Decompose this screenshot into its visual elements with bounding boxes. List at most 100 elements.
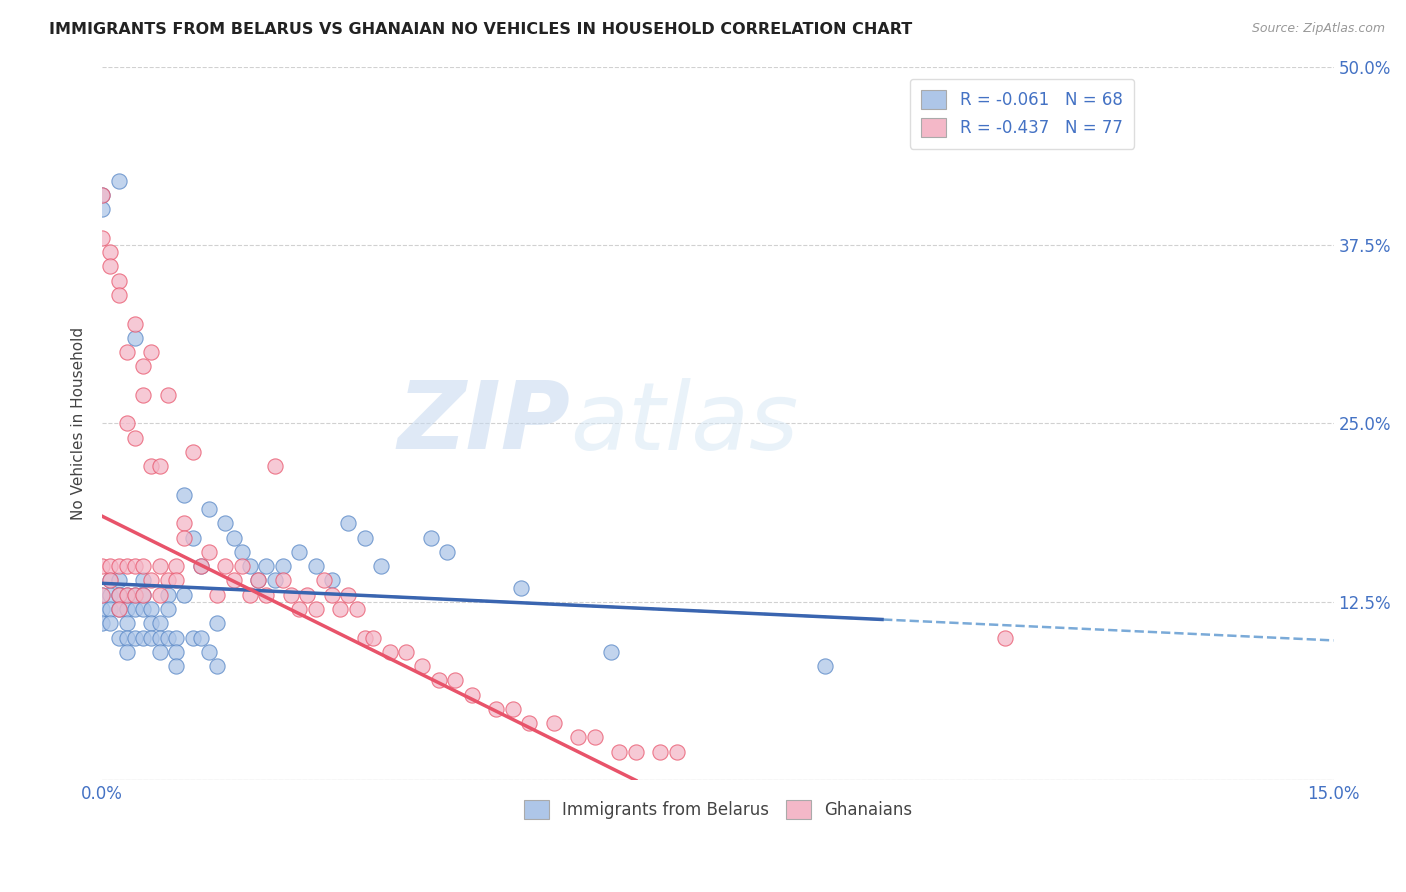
Point bbox=[165, 631, 187, 645]
Point bbox=[312, 574, 335, 588]
Point bbox=[247, 574, 270, 588]
Point bbox=[156, 602, 179, 616]
Point bbox=[124, 588, 146, 602]
Point bbox=[411, 659, 433, 673]
Y-axis label: No Vehicles in Household: No Vehicles in Household bbox=[72, 326, 86, 520]
Point bbox=[231, 545, 253, 559]
Point bbox=[173, 588, 195, 602]
Point bbox=[124, 588, 146, 602]
Point bbox=[198, 502, 221, 516]
Point bbox=[115, 645, 138, 659]
Point bbox=[115, 631, 138, 645]
Point bbox=[156, 388, 179, 402]
Point bbox=[165, 645, 187, 659]
Point bbox=[346, 602, 368, 616]
Point bbox=[329, 602, 352, 616]
Point bbox=[214, 559, 236, 574]
Point bbox=[107, 288, 129, 302]
Point bbox=[485, 702, 508, 716]
Point bbox=[624, 745, 647, 759]
Point bbox=[149, 645, 172, 659]
Point bbox=[100, 574, 122, 588]
Point bbox=[165, 659, 187, 673]
Point bbox=[304, 602, 326, 616]
Point bbox=[254, 559, 277, 574]
Point bbox=[100, 588, 122, 602]
Point bbox=[650, 745, 672, 759]
Point bbox=[460, 688, 482, 702]
Point bbox=[107, 559, 129, 574]
Point bbox=[239, 588, 262, 602]
Point bbox=[271, 574, 294, 588]
Point bbox=[222, 531, 245, 545]
Point bbox=[115, 588, 138, 602]
Legend: Immigrants from Belarus, Ghanaians: Immigrants from Belarus, Ghanaians bbox=[517, 793, 918, 825]
Point bbox=[100, 616, 122, 631]
Text: IMMIGRANTS FROM BELARUS VS GHANAIAN NO VEHICLES IN HOUSEHOLD CORRELATION CHART: IMMIGRANTS FROM BELARUS VS GHANAIAN NO V… bbox=[49, 22, 912, 37]
Text: atlas: atlas bbox=[569, 378, 799, 469]
Point bbox=[600, 645, 623, 659]
Point bbox=[181, 445, 204, 459]
Point bbox=[141, 616, 163, 631]
Point bbox=[813, 659, 835, 673]
Text: ZIP: ZIP bbox=[398, 377, 569, 469]
Point bbox=[205, 588, 228, 602]
Point bbox=[91, 602, 114, 616]
Point bbox=[665, 745, 688, 759]
Point bbox=[361, 631, 384, 645]
Point bbox=[198, 645, 221, 659]
Point bbox=[124, 559, 146, 574]
Point bbox=[263, 574, 285, 588]
Point bbox=[100, 602, 122, 616]
Point bbox=[91, 588, 114, 602]
Point bbox=[107, 574, 129, 588]
Point bbox=[370, 559, 392, 574]
Point bbox=[263, 459, 285, 474]
Point bbox=[354, 631, 377, 645]
Point bbox=[271, 559, 294, 574]
Point bbox=[354, 531, 377, 545]
Point bbox=[190, 559, 212, 574]
Point bbox=[132, 602, 155, 616]
Point bbox=[124, 317, 146, 331]
Point bbox=[141, 345, 163, 359]
Point bbox=[321, 574, 343, 588]
Point bbox=[107, 602, 129, 616]
Point bbox=[583, 731, 606, 745]
Point bbox=[156, 574, 179, 588]
Point bbox=[149, 559, 172, 574]
Point bbox=[107, 174, 129, 188]
Point bbox=[337, 516, 360, 531]
Point bbox=[115, 602, 138, 616]
Point bbox=[156, 588, 179, 602]
Point bbox=[91, 188, 114, 202]
Point bbox=[141, 459, 163, 474]
Point bbox=[124, 602, 146, 616]
Point bbox=[288, 545, 311, 559]
Point bbox=[141, 602, 163, 616]
Point bbox=[100, 559, 122, 574]
Point bbox=[149, 588, 172, 602]
Point bbox=[181, 531, 204, 545]
Point bbox=[517, 716, 540, 731]
Point bbox=[190, 559, 212, 574]
Point bbox=[91, 588, 114, 602]
Point bbox=[254, 588, 277, 602]
Point bbox=[436, 545, 458, 559]
Point bbox=[149, 459, 172, 474]
Point bbox=[173, 531, 195, 545]
Point bbox=[115, 559, 138, 574]
Point bbox=[91, 559, 114, 574]
Point bbox=[173, 516, 195, 531]
Point bbox=[100, 574, 122, 588]
Point bbox=[173, 488, 195, 502]
Point bbox=[165, 574, 187, 588]
Point bbox=[205, 659, 228, 673]
Point bbox=[91, 231, 114, 245]
Point bbox=[444, 673, 467, 688]
Point bbox=[100, 245, 122, 260]
Point bbox=[141, 574, 163, 588]
Point bbox=[181, 631, 204, 645]
Point bbox=[280, 588, 302, 602]
Point bbox=[115, 417, 138, 431]
